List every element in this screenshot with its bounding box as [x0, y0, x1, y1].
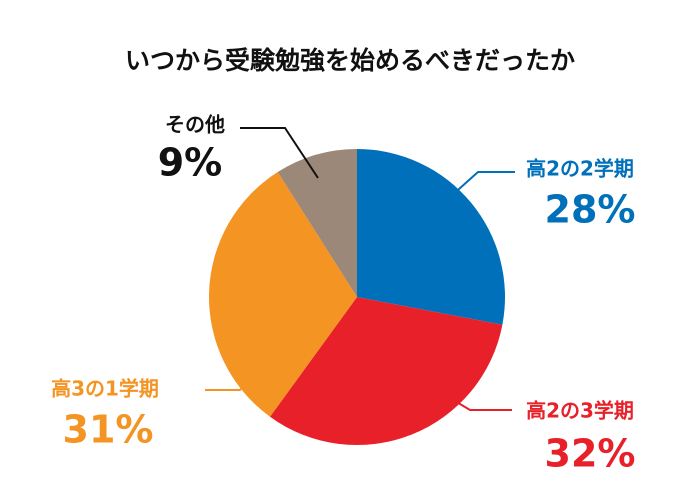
slice-label: その他 — [165, 113, 225, 137]
pie-slice — [277, 149, 357, 297]
slice-label: 高2の3学期 — [526, 399, 634, 423]
leader-line — [240, 127, 319, 179]
leader-line — [205, 344, 281, 391]
value-label: 28% — [545, 188, 636, 232]
chart-title: いつから受験勉強を始めるべきだったか — [125, 46, 575, 75]
value-label: 32% — [545, 432, 636, 476]
pie-slice — [357, 149, 505, 325]
value-label: 31% — [63, 408, 154, 452]
slice-label: 高3の1学期 — [51, 377, 159, 401]
leader-line — [419, 379, 512, 411]
pie-slice — [208, 172, 357, 417]
pie-slice — [270, 297, 503, 445]
leader-line — [429, 171, 515, 216]
slice-label: 高2の2学期 — [526, 157, 634, 181]
value-label: 9% — [158, 141, 223, 185]
